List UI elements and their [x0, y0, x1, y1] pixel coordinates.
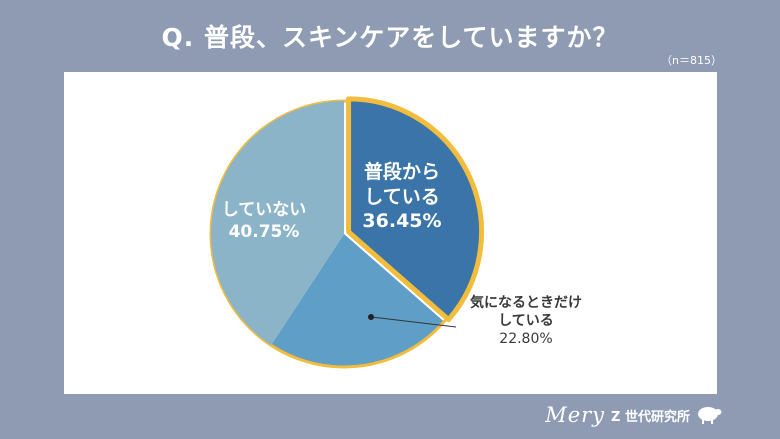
slice-label-sometimes-value: 22.80% — [499, 331, 553, 348]
chart-panel: 普段から している 36.45% していない 40.75% 気になるときだけ し… — [64, 72, 717, 394]
slice-label-regular-name: 普段から している — [363, 161, 440, 208]
slice-label-none-value: 40.75% — [228, 222, 300, 243]
slice-label-regular-value: 36.45% — [362, 210, 442, 233]
pie-slice-1 — [270, 234, 445, 368]
slice-label-sometimes: 気になるときだけ している 22.80% — [456, 294, 596, 349]
slice-label-sometimes-name: 気になるときだけ している — [470, 295, 582, 330]
slice-label-regular: 普段から している 36.45% — [332, 160, 472, 234]
brand-name: Z 世代研究所 — [611, 409, 690, 425]
chart-title: Q. 普段、スキンケアをしていますか？ — [161, 23, 619, 52]
pie-slice-2 — [210, 101, 344, 346]
pie-slice-0 — [346, 96, 485, 323]
sample-size: （n＝815） — [661, 54, 722, 67]
brand-logo: Mery Z 世代研究所 — [545, 403, 722, 427]
callout-dot — [368, 314, 374, 320]
slice-label-none-name: していない — [221, 200, 307, 220]
slice-label-none: していない 40.75% — [194, 199, 334, 243]
brand-script: Mery — [545, 403, 606, 427]
pie-chart — [209, 96, 485, 369]
callout-leader-line — [370, 316, 457, 328]
sheep-icon — [698, 407, 722, 424]
